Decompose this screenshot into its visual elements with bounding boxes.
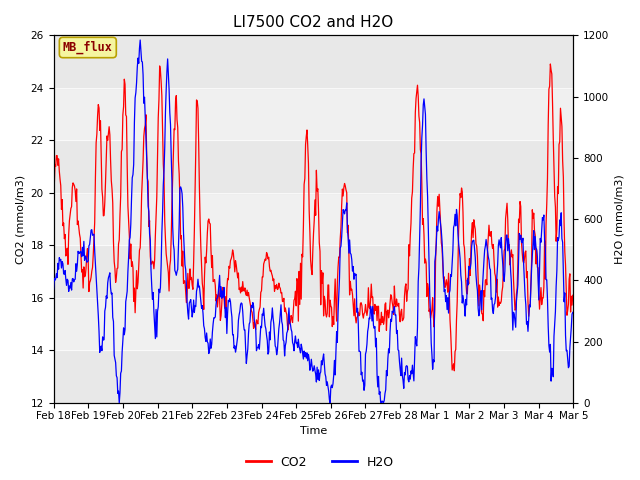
Bar — [54, 36, 573, 88]
Bar — [54, 140, 573, 193]
Bar — [54, 298, 573, 350]
Y-axis label: CO2 (mmol/m3): CO2 (mmol/m3) — [15, 175, 25, 264]
Title: LI7500 CO2 and H2O: LI7500 CO2 and H2O — [234, 15, 394, 30]
Bar — [54, 245, 573, 298]
Bar — [54, 88, 573, 140]
Bar — [54, 193, 573, 245]
Legend: CO2, H2O: CO2, H2O — [241, 451, 399, 474]
Text: MB_flux: MB_flux — [63, 41, 113, 54]
X-axis label: Time: Time — [300, 426, 327, 436]
Y-axis label: H2O (mmol/m3): H2O (mmol/m3) — [615, 174, 625, 264]
Bar — [54, 350, 573, 403]
